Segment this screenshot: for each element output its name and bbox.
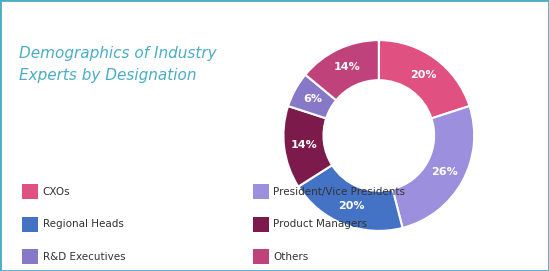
- Wedge shape: [305, 40, 379, 100]
- Text: 6%: 6%: [303, 94, 322, 104]
- Wedge shape: [379, 40, 469, 118]
- Wedge shape: [393, 106, 474, 228]
- Wedge shape: [298, 165, 402, 231]
- Text: President/Vice Presidents: President/Vice Presidents: [273, 187, 405, 197]
- Text: CXOs: CXOs: [43, 187, 70, 197]
- Text: 14%: 14%: [333, 62, 360, 72]
- Wedge shape: [283, 106, 332, 187]
- Text: Product Managers: Product Managers: [273, 220, 367, 229]
- Text: Demographics of Industry
Experts by Designation: Demographics of Industry Experts by Desi…: [19, 46, 217, 83]
- Wedge shape: [288, 75, 336, 118]
- Text: 14%: 14%: [290, 140, 317, 150]
- Text: Regional Heads: Regional Heads: [43, 220, 124, 229]
- Text: 26%: 26%: [432, 167, 458, 177]
- Text: Others: Others: [273, 252, 309, 262]
- Text: 20%: 20%: [410, 70, 436, 79]
- Text: 20%: 20%: [338, 201, 365, 211]
- Text: R&D Executives: R&D Executives: [43, 252, 126, 262]
